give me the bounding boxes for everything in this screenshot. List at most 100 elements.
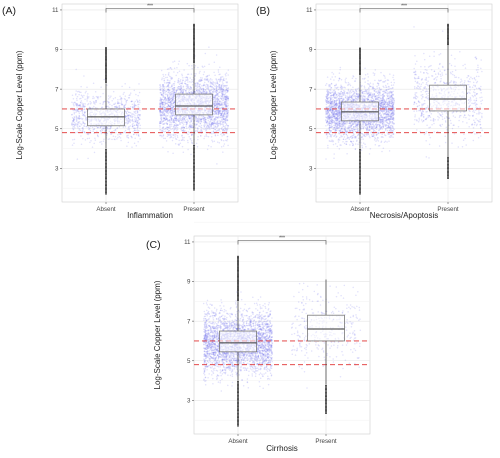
data-point <box>225 100 227 103</box>
data-point <box>219 131 221 133</box>
data-point <box>173 67 176 70</box>
data-point <box>209 116 212 119</box>
data-point <box>169 137 171 139</box>
data-point <box>204 117 206 119</box>
data-point <box>82 102 85 105</box>
data-point <box>178 120 180 123</box>
data-point <box>171 102 173 105</box>
data-point <box>133 127 135 129</box>
data-point <box>191 141 193 144</box>
data-point <box>77 110 80 113</box>
data-point <box>114 105 117 108</box>
data-point <box>181 122 184 124</box>
data-point <box>362 142 365 144</box>
data-point <box>72 119 74 122</box>
data-point <box>207 81 210 83</box>
data-point <box>218 116 220 119</box>
data-point <box>375 140 377 142</box>
data-point <box>76 116 78 119</box>
outlier-point <box>105 154 107 156</box>
data-point <box>136 99 138 101</box>
data-point <box>127 141 130 144</box>
data-point <box>329 89 332 92</box>
data-point <box>221 89 223 92</box>
data-point <box>224 101 226 103</box>
data-point <box>181 135 183 137</box>
data-point <box>173 129 175 132</box>
data-point <box>210 124 213 126</box>
x-axis-title: Inflammation <box>127 211 173 220</box>
data-point <box>344 93 346 95</box>
data-point <box>138 91 141 94</box>
data-point <box>181 83 183 85</box>
data-point <box>181 73 183 75</box>
data-point <box>203 126 205 128</box>
data-point <box>218 103 221 105</box>
data-point <box>221 93 223 95</box>
data-point <box>191 126 193 129</box>
data-point <box>194 126 197 129</box>
data-point <box>190 153 192 156</box>
data-point <box>82 137 84 140</box>
data-point <box>133 105 136 108</box>
data-point <box>378 113 381 116</box>
data-point <box>159 86 161 89</box>
data-point <box>332 73 335 75</box>
data-point <box>183 69 185 71</box>
data-point <box>190 117 193 119</box>
data-point <box>88 128 91 130</box>
data-point <box>138 118 140 121</box>
data-point <box>165 127 167 129</box>
data-point <box>81 127 84 129</box>
data-point <box>134 121 136 123</box>
data-point <box>187 133 189 136</box>
data-point <box>136 124 138 127</box>
data-point <box>172 96 175 98</box>
data-point <box>179 117 182 119</box>
data-point <box>83 94 85 97</box>
data-point <box>80 135 82 137</box>
data-point <box>345 143 348 146</box>
data-point <box>170 68 173 70</box>
data-point <box>131 113 134 115</box>
data-point <box>82 105 85 108</box>
data-point <box>200 129 202 131</box>
data-point <box>123 104 126 107</box>
data-point <box>103 138 105 141</box>
data-point <box>118 102 121 104</box>
data-point <box>217 88 220 91</box>
data-point <box>224 89 226 92</box>
data-point <box>221 103 224 105</box>
data-point <box>216 82 218 84</box>
data-point <box>165 115 167 118</box>
data-point <box>72 128 75 130</box>
data-point <box>388 140 390 142</box>
data-point <box>181 89 184 92</box>
data-point <box>125 121 128 124</box>
data-point <box>89 141 91 144</box>
data-point <box>165 114 167 116</box>
data-point <box>136 123 138 125</box>
data-point <box>168 125 171 127</box>
data-point <box>138 135 140 137</box>
data-point <box>170 118 172 121</box>
data-point <box>114 105 116 108</box>
data-point <box>163 112 165 114</box>
data-point <box>110 132 113 135</box>
data-point <box>82 118 84 120</box>
data-point <box>222 99 225 101</box>
data-point <box>124 115 127 118</box>
data-point <box>106 127 108 129</box>
data-point <box>170 125 172 128</box>
data-point <box>225 94 227 97</box>
data-point <box>107 95 110 97</box>
data-point <box>214 104 216 107</box>
data-point <box>227 69 230 71</box>
data-point <box>163 137 165 140</box>
data-point <box>72 109 75 112</box>
data-point <box>78 93 80 96</box>
data-point <box>221 115 223 118</box>
data-point <box>76 108 78 111</box>
data-point <box>337 141 340 143</box>
data-point <box>166 89 169 92</box>
